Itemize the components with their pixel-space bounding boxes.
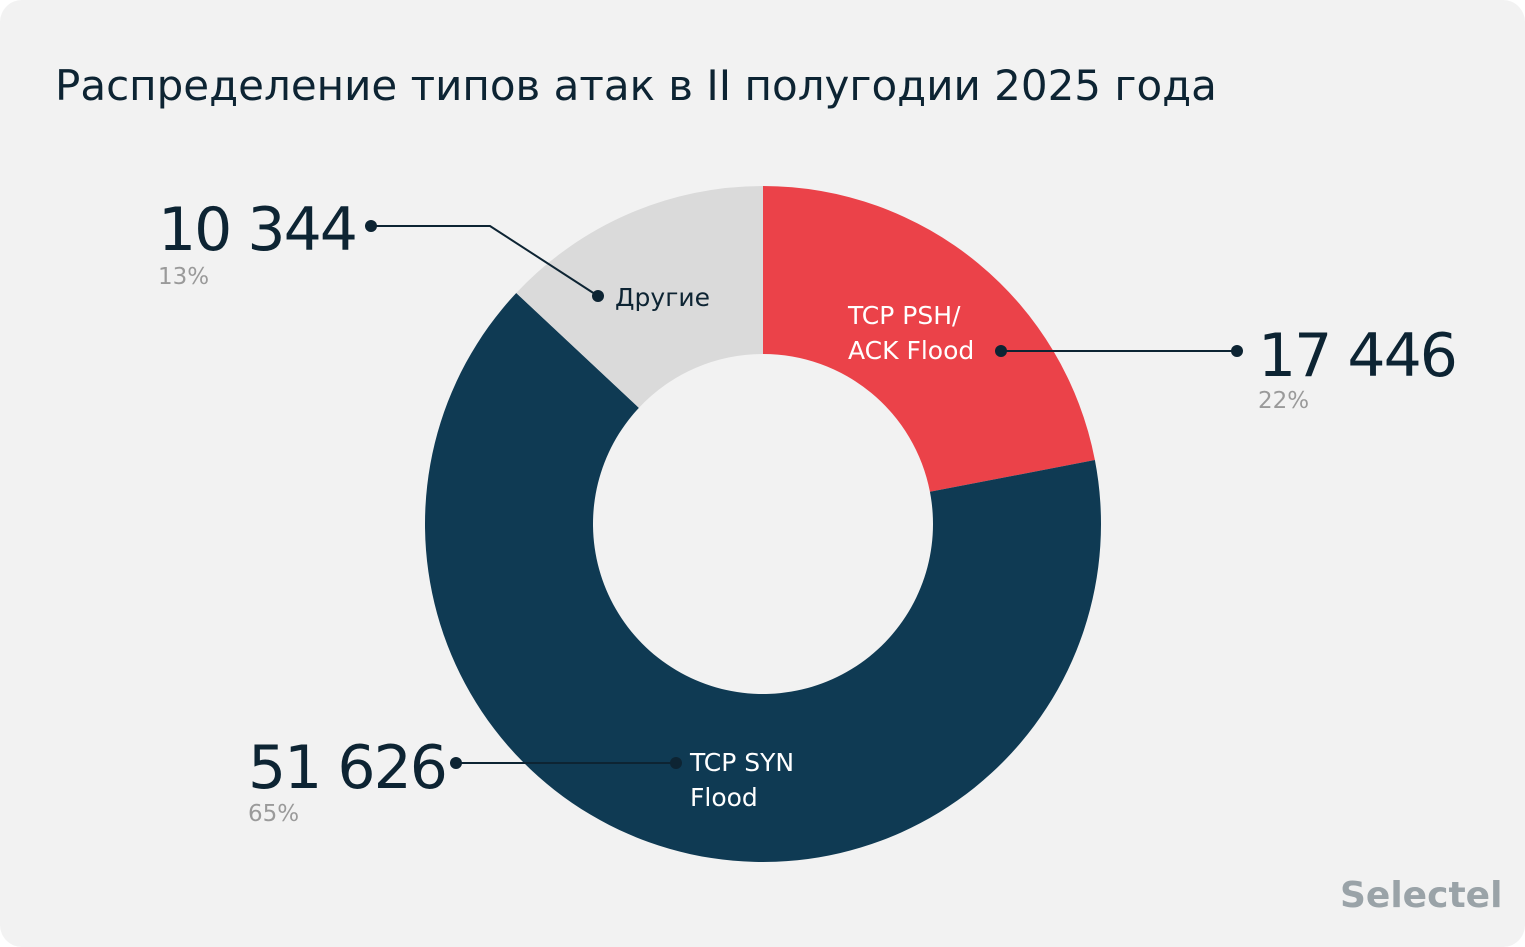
value-label-other: 10 344 — [158, 195, 356, 265]
dot — [450, 757, 462, 769]
slice-label-syn-line2: Flood — [690, 783, 758, 812]
value-label-syn: 51 626 — [248, 733, 446, 803]
slice-0 — [763, 186, 1095, 492]
percent-label-syn: 65% — [248, 801, 299, 827]
dot — [592, 290, 604, 302]
dot — [670, 757, 682, 769]
selectel-logo: Selectel — [1340, 875, 1502, 916]
slice-label-other: Другие — [615, 283, 710, 312]
slice-label-syn-line1: TCP SYN — [689, 748, 794, 777]
dot — [995, 345, 1007, 357]
leader-lines — [371, 225, 1237, 764]
dot — [1231, 345, 1243, 357]
leader-dots — [365, 220, 1243, 769]
leader-line-other — [371, 225, 599, 297]
slice-2 — [516, 186, 763, 408]
value-label-psh-ack: 17 446 — [1258, 321, 1456, 391]
slices — [425, 186, 1101, 862]
slice-label-psh-ack-line1: TCP PSH/ — [847, 301, 961, 330]
chart-title: Распределение типов атак в II полугодии … — [55, 61, 1217, 110]
slice-label-psh-ack-line2: ACK Flood — [848, 336, 974, 365]
percent-label-other: 13% — [158, 264, 209, 290]
percent-label-psh-ack: 22% — [1258, 388, 1309, 414]
dot — [365, 220, 377, 232]
slice-1 — [425, 293, 1101, 862]
